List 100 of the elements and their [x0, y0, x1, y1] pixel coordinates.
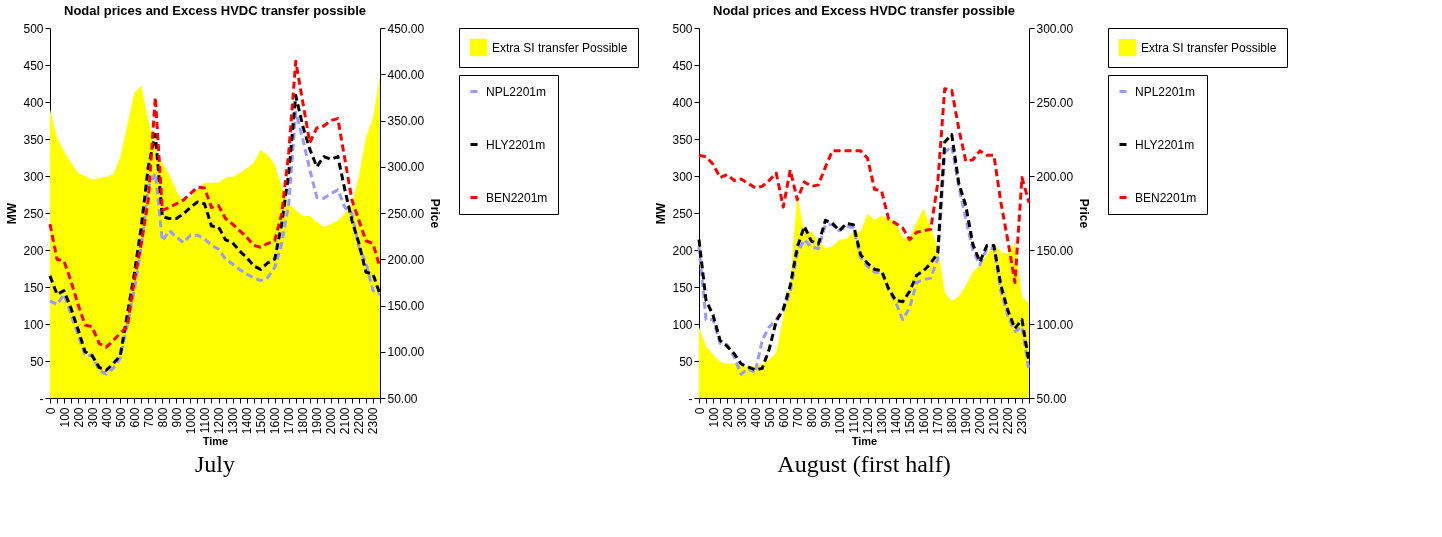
y-tick-label: 250 — [23, 206, 44, 221]
x-tick-label: 1400 — [240, 407, 255, 435]
x-tick-label: 1400 — [889, 407, 904, 435]
x-tick-label: 2300 — [1015, 407, 1030, 435]
chart-title: Nodal prices and Excess HVDC transfer possible — [713, 3, 1015, 18]
legend-label: NPL2201m — [486, 84, 547, 99]
y2-axis-title: Price — [428, 198, 443, 229]
x-tick-label: 600 — [127, 407, 142, 428]
y-tick-label: 50 — [679, 354, 693, 369]
x-tick-label: 1900 — [959, 407, 974, 435]
y-tick-label: 350 — [23, 132, 44, 147]
legend-label: Extra SI transfer Possible — [1141, 40, 1277, 55]
x-tick-label: 2200 — [1001, 407, 1016, 435]
x-tick-label: 1600 — [268, 407, 283, 435]
x-tick-label: 100 — [706, 407, 721, 428]
y-tick-label: 400 — [672, 95, 693, 110]
y-tick-label: 450 — [672, 58, 693, 73]
x-tick-label: 1100 — [197, 407, 212, 434]
text: August (first half) — [777, 451, 951, 477]
x-tick-label: 1000 — [183, 407, 198, 435]
y2-tick-label: 300.00 — [387, 160, 425, 175]
x-tick-label: 1100 — [846, 407, 861, 434]
x-tick-label: 100 — [57, 407, 72, 428]
x-tick-label: 500 — [113, 407, 128, 428]
x-tick-label: 1500 — [254, 407, 269, 435]
y2-tick-label: 100.00 — [1036, 317, 1074, 332]
x-tick-label: 700 — [790, 407, 805, 428]
x-tick-label: 1800 — [296, 407, 311, 435]
x-tick-label: 0 — [43, 407, 58, 415]
line-series — [48, 59, 382, 349]
x-tick-label: 400 — [748, 407, 763, 428]
text: July — [194, 451, 236, 477]
x-tick-label: 1700 — [931, 407, 946, 435]
x-tick-label: 2300 — [366, 407, 381, 435]
y2-tick-label: 50.00 — [1036, 391, 1067, 406]
y-tick-label: 300 — [23, 169, 44, 184]
y-tick-label: 500 — [672, 21, 693, 36]
x-tick-label: 500 — [762, 407, 777, 428]
y-tick-label: - — [39, 391, 44, 406]
x-tick-label: 1500 — [903, 407, 918, 435]
y2-tick-label: 50.00 — [387, 391, 418, 406]
y2-tick-label: 200.00 — [1036, 169, 1074, 184]
y2-tick-label: 400.00 — [387, 67, 425, 82]
x-tick-label: 300 — [734, 407, 749, 428]
y2-tick-label: 150.00 — [387, 299, 425, 313]
x-tick-label: 1300 — [875, 407, 890, 435]
x-tick-label: 1200 — [861, 407, 876, 435]
x-tick-label: 700 — [141, 407, 156, 428]
legend-label: HLY2201m — [486, 137, 546, 152]
y2-tick-label: 350.00 — [387, 114, 425, 128]
x-tick-label: 2100 — [338, 407, 353, 435]
y2-tick-label: 200.00 — [387, 252, 425, 267]
y-tick-label: 450 — [23, 58, 44, 73]
x-tick-label: 2200 — [352, 407, 367, 435]
y-tick-label: 50 — [30, 354, 44, 369]
y2-tick-label: 450.00 — [387, 21, 425, 36]
y-tick-label: 200 — [672, 243, 693, 258]
x-tick-label: 1800 — [945, 407, 960, 435]
y2-tick-label: 250.00 — [1036, 95, 1074, 110]
x-tick-label: 1700 — [282, 407, 297, 435]
legend-label: BEN2201m — [486, 190, 548, 205]
chart-title: Nodal prices and Excess HVDC transfer possible — [64, 3, 366, 18]
x-tick-label: 200 — [71, 407, 86, 428]
y-tick-label: 150 — [23, 280, 44, 295]
y-tick-label: 250 — [672, 206, 693, 221]
line-series — [697, 87, 1031, 285]
y-tick-label: 150 — [672, 280, 693, 295]
legend-label: NPL2201m — [1135, 84, 1196, 99]
y-tick-label: 400 — [23, 95, 44, 110]
y-tick-label: 300 — [672, 169, 693, 184]
y-tick-label: 100 — [672, 317, 693, 332]
x-tick-label: 1300 — [226, 407, 241, 435]
y-tick-label: 200 — [23, 243, 44, 258]
y-axis-title: MW — [5, 202, 20, 225]
legend-label: Extra SI transfer Possible — [492, 40, 628, 55]
x-tick-label: 300 — [85, 407, 100, 428]
x-tick-label: 200 — [720, 407, 735, 428]
y2-tick-label: 250.00 — [387, 206, 425, 221]
legend-label: BEN2201m — [1135, 190, 1197, 205]
y-tick-label: 350 — [672, 132, 693, 147]
y2-tick-label: 100.00 — [387, 345, 425, 360]
y-axis-title: MW — [654, 202, 669, 225]
y2-axis-title: Price — [1077, 198, 1092, 229]
y-tick-label: 500 — [23, 21, 44, 36]
x-axis-title: Time — [202, 435, 229, 448]
x-tick-label: 2000 — [324, 407, 339, 435]
x-tick-label: 800 — [804, 407, 819, 428]
x-tick-label: 1900 — [310, 407, 325, 435]
y2-tick-label: 300.00 — [1036, 21, 1074, 36]
x-axis-title: Time — [851, 435, 878, 448]
x-tick-label: 2000 — [973, 407, 988, 435]
x-tick-label: 800 — [155, 407, 170, 428]
y2-tick-label: 150.00 — [1036, 243, 1074, 258]
x-tick-label: 0 — [692, 407, 707, 415]
y-tick-label: 100 — [23, 317, 44, 332]
x-tick-label: 1600 — [917, 407, 932, 435]
x-tick-label: 600 — [776, 407, 791, 428]
x-tick-label: 1200 — [212, 407, 227, 435]
x-tick-label: 2100 — [987, 407, 1002, 435]
legend-label: HLY2201m — [1135, 137, 1195, 152]
